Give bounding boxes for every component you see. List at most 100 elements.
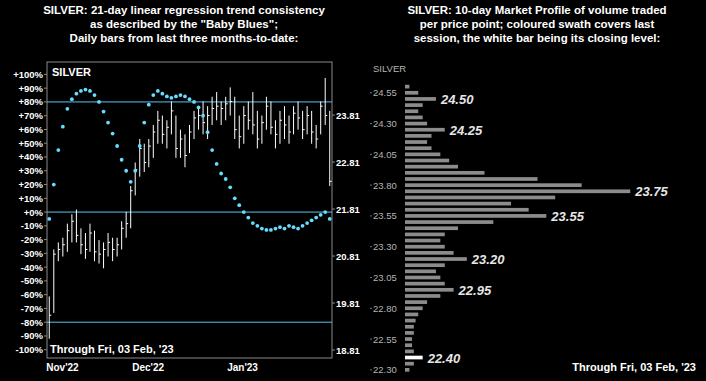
price-range (130, 186, 131, 228)
price-range (261, 116, 262, 144)
price-range (171, 101, 172, 134)
price-range (148, 139, 149, 167)
tick-label: 22.55 (373, 334, 397, 345)
price-close (239, 136, 241, 137)
price-range (49, 296, 50, 338)
volume-bar (405, 288, 454, 292)
price-range (85, 233, 86, 259)
volume-bar (405, 356, 423, 360)
plot-marks (405, 85, 630, 372)
price-close (158, 120, 160, 121)
annotation: 22.40 (427, 351, 461, 366)
background (0, 0, 706, 381)
price-close (131, 190, 133, 191)
tick (332, 350, 335, 351)
volume-bar (405, 146, 432, 150)
price-close (185, 155, 187, 156)
price-range (103, 242, 104, 268)
price-range (293, 106, 294, 134)
price-range (67, 224, 68, 252)
price-close (117, 244, 119, 245)
tick (44, 349, 47, 350)
volume-bar (405, 331, 414, 335)
volume-bar (405, 159, 449, 163)
price-range (221, 101, 222, 124)
volume-bar (405, 202, 511, 206)
volume-bar (405, 226, 458, 230)
tick (44, 308, 47, 309)
price-close (126, 223, 128, 224)
price-range (71, 214, 72, 242)
tick (332, 115, 335, 116)
price-close (253, 124, 255, 125)
tick (44, 88, 47, 89)
baby-blue-dot (97, 100, 101, 104)
price-close (208, 115, 210, 116)
volume-bar (405, 282, 445, 286)
tick (44, 280, 47, 281)
tick (44, 74, 47, 75)
price-close (190, 132, 192, 133)
tick-label: +20% (18, 179, 43, 190)
baby-blue-dot (296, 227, 300, 231)
annotation: 23.55 (550, 209, 584, 224)
price-range (189, 125, 190, 153)
tick-label: +10% (18, 193, 43, 204)
title: SILVER: 21-day linear regression trend c… (43, 4, 325, 16)
tick-label: -70% (21, 303, 44, 314)
tick (370, 185, 372, 186)
price-close (140, 148, 142, 149)
volume-bar (405, 368, 409, 372)
tick-label: 24.05 (373, 149, 397, 160)
baby-blue-dot (219, 172, 223, 176)
tick-label: 23.81 (336, 110, 360, 121)
baby-blue-dot (269, 228, 273, 232)
tick-label: 22.80 (373, 303, 397, 314)
reference-line (47, 322, 332, 323)
baby-blue-dot (111, 132, 115, 136)
volume-bar (405, 325, 414, 329)
tick (44, 212, 47, 213)
panel-label: SILVER (52, 66, 91, 78)
tick-label: 23.05 (373, 272, 397, 283)
baby-blue-dot (142, 121, 146, 125)
tick (44, 322, 47, 323)
price-close (217, 106, 219, 107)
baby-blue-dot (188, 97, 192, 101)
annotation: 23.20 (471, 252, 505, 267)
tick-label: +70% (18, 110, 43, 121)
baby-blue-dot (88, 89, 92, 93)
tick (332, 303, 335, 304)
price-close (203, 122, 205, 123)
price-close (54, 254, 56, 255)
baby-blue-dot (237, 203, 241, 207)
price-range (234, 97, 235, 139)
baby-blue-dot (242, 210, 246, 214)
price-range (126, 212, 127, 238)
tick (44, 198, 47, 199)
reference-line (47, 101, 332, 102)
baby-blue-dot (79, 89, 83, 93)
price-range (184, 134, 185, 167)
volume-bar (405, 189, 630, 193)
price-close (99, 254, 101, 255)
price-range (279, 111, 280, 144)
volume-bar (405, 128, 445, 132)
baby-blue-dot (70, 97, 74, 101)
price-range (157, 111, 158, 144)
tick-label: -80% (21, 317, 44, 328)
price-range (58, 242, 59, 261)
price-close (85, 249, 87, 250)
title: Daily bars from last three months-to-dat… (70, 32, 299, 44)
price-close (330, 181, 332, 182)
tick-label: +0% (24, 207, 44, 218)
price-close (90, 233, 92, 234)
tick (44, 225, 47, 226)
tick (44, 143, 47, 144)
price-range (307, 106, 308, 134)
baby-blue-dot (47, 217, 51, 221)
baby-blue-dot (301, 224, 305, 228)
baby-blue-dot (319, 213, 323, 217)
tick-label: +100% (13, 69, 43, 80)
price-close (257, 139, 259, 140)
